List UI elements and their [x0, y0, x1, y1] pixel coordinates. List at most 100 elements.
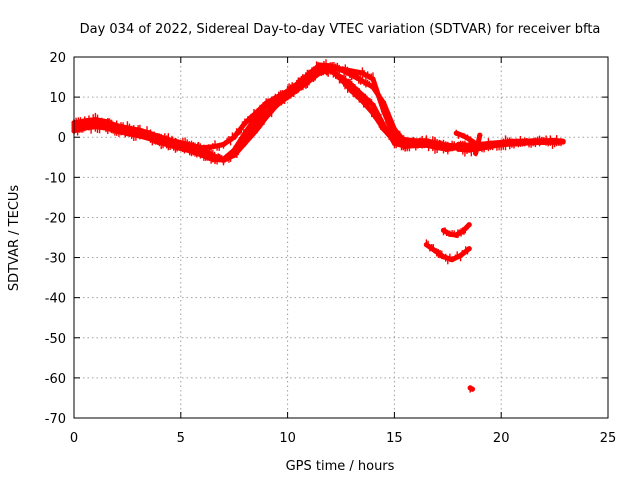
y-tick-label: -30	[45, 252, 66, 267]
data-point	[327, 67, 333, 73]
data-point	[135, 133, 141, 139]
x-tick-label: 15	[386, 431, 403, 446]
x-tick-label: 5	[177, 431, 185, 446]
data-point	[274, 95, 280, 101]
data-point	[92, 124, 98, 130]
data-point	[466, 136, 472, 142]
data-point	[440, 227, 447, 233]
data-point	[475, 142, 481, 148]
data-point	[188, 148, 195, 154]
data-point	[509, 138, 515, 144]
series-track-4	[71, 64, 440, 165]
data-point	[103, 125, 109, 131]
data-point	[317, 62, 323, 68]
data-point	[210, 156, 216, 162]
data-point	[253, 115, 259, 121]
data-point	[167, 143, 173, 149]
data-point	[178, 145, 184, 152]
y-tick-label: 0	[58, 131, 66, 146]
data-point	[103, 119, 109, 125]
data-point	[520, 138, 526, 144]
y-axis-label: SDTVAR / TECUs	[7, 185, 22, 292]
data-point	[359, 78, 365, 84]
data-point	[560, 138, 566, 144]
data-point	[455, 146, 462, 152]
data-point	[530, 138, 536, 144]
data-point	[188, 142, 195, 148]
data-point	[359, 70, 365, 76]
data-point	[199, 152, 205, 158]
data-point	[473, 150, 479, 156]
data-point	[370, 110, 376, 116]
y-tick-label: -20	[45, 211, 66, 226]
series-track-3	[71, 59, 451, 164]
data-point	[306, 71, 312, 77]
data-point	[82, 125, 88, 131]
data-point	[453, 130, 459, 136]
data-point	[156, 139, 162, 145]
data-point	[146, 135, 152, 141]
series-track-8	[473, 132, 483, 157]
data-point	[423, 242, 429, 248]
data-point	[477, 132, 483, 138]
data-point	[498, 139, 504, 145]
data-point	[263, 114, 269, 120]
data-point	[349, 68, 355, 74]
data-point	[349, 72, 355, 78]
data-point	[124, 125, 130, 131]
data-point	[253, 128, 259, 134]
data-point	[381, 126, 387, 132]
x-tick-label: 10	[279, 431, 296, 446]
axis-ticks: 0 5 10 15 20 25 20 10 0 -10 -20 -30 -40 -50 -60 -70	[45, 51, 617, 446]
data-point	[359, 92, 365, 98]
plot-frame	[73, 56, 609, 419]
data-point	[167, 137, 173, 143]
data-point	[440, 254, 447, 260]
data-point	[434, 141, 440, 147]
y-tick-label: -60	[45, 372, 66, 387]
y-tick-label: -50	[45, 332, 66, 347]
series-track-9	[423, 239, 472, 265]
data-point	[242, 120, 248, 126]
data-point	[449, 257, 455, 263]
data-point	[338, 76, 344, 82]
data-point	[487, 140, 494, 146]
data-point	[349, 88, 355, 94]
data-point	[242, 130, 248, 136]
data-series	[71, 59, 566, 393]
data-point	[423, 139, 429, 145]
data-point	[466, 246, 472, 252]
data-point	[295, 80, 301, 86]
data-point	[455, 141, 462, 147]
data-point	[231, 134, 237, 140]
series-track-7	[453, 129, 476, 145]
data-point	[552, 137, 558, 143]
data-point	[242, 140, 248, 146]
data-point	[466, 222, 472, 228]
data-point	[453, 232, 459, 238]
chart-title: Day 034 of 2022, Sidereal Day-to-day VTE…	[80, 22, 601, 37]
series-track-10	[440, 222, 472, 239]
data-point	[460, 228, 466, 234]
data-point	[317, 70, 323, 76]
data-point	[432, 248, 438, 254]
data-point	[306, 78, 312, 84]
data-point	[231, 152, 237, 158]
x-tick-label: 0	[70, 431, 78, 446]
y-tick-label: -40	[45, 292, 66, 307]
y-tick-label: 20	[49, 51, 66, 66]
data-point	[445, 143, 451, 149]
data-point	[458, 252, 464, 259]
data-point	[210, 144, 216, 150]
x-tick-label: 25	[600, 431, 617, 446]
x-axis-label: GPS time / hours	[286, 459, 395, 474]
data-point	[541, 138, 547, 144]
data-point	[469, 386, 475, 392]
data-point	[135, 127, 141, 133]
grid-lines	[74, 57, 608, 418]
data-point	[263, 103, 269, 109]
series-track-11	[467, 385, 475, 393]
data-point	[359, 98, 365, 104]
data-point	[82, 118, 88, 124]
y-tick-label: -70	[45, 412, 66, 427]
